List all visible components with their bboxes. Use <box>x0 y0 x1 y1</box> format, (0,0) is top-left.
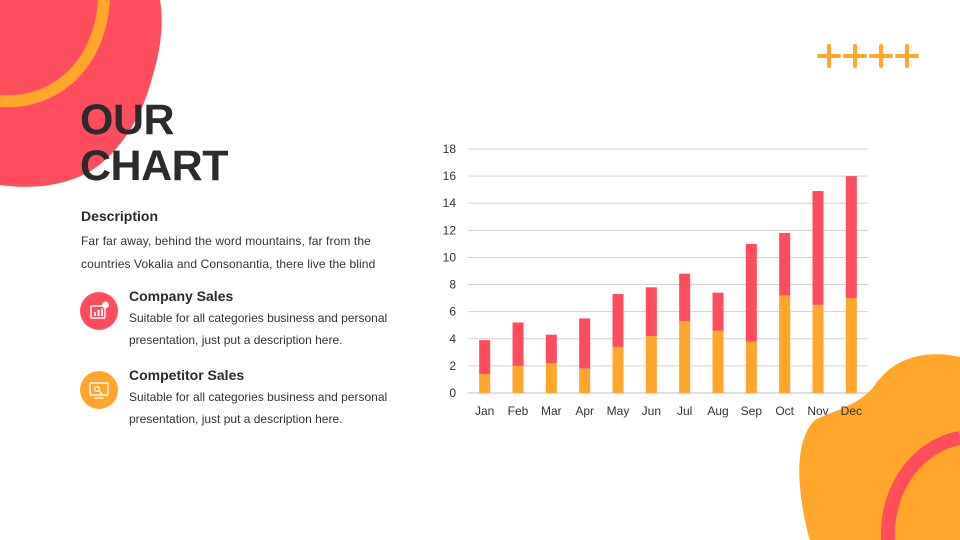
bar-nov-segment-2 <box>812 191 824 305</box>
stacked-bar-chart: 0 2 4 6 8 10 12 14 16 18 Jan Feb Mar Apr May Jun Jul Aug S… <box>443 142 868 418</box>
y-tick-label: 18 <box>443 142 457 156</box>
bar-may-segment-1 <box>612 346 624 393</box>
page-title: OUR CHART <box>80 97 228 189</box>
bar-jun-segment-2 <box>645 287 657 337</box>
bar-jun-segment-1 <box>645 336 657 393</box>
company-sales-body: Suitable for all categories business and… <box>129 311 388 347</box>
x-tick-label: Jul <box>677 404 692 418</box>
competitor-sales-item: Competitor Sales Suitable for all catego… <box>80 367 410 427</box>
bar-mar-segment-2 <box>545 334 557 364</box>
y-tick-label: 6 <box>449 305 456 319</box>
y-tick-label: 14 <box>443 196 457 210</box>
bar-apr-segment-1 <box>579 368 591 393</box>
bar-apr-segment-2 <box>579 318 591 369</box>
x-tick-label: Jan <box>475 404 494 418</box>
bar-jan-segment-2 <box>479 340 491 375</box>
bar-jan-segment-1 <box>479 374 491 393</box>
description-heading: Description <box>81 208 159 224</box>
competitor-sales-heading: Competitor Sales <box>129 367 245 383</box>
x-tick-label: Oct <box>775 404 794 418</box>
bar-dec-segment-1 <box>845 298 857 393</box>
x-tick-label: Nov <box>807 404 828 418</box>
bar-dec-segment-2 <box>845 176 857 299</box>
bar-oct-segment-1 <box>779 295 791 393</box>
competitor-sales-body: Suitable for all categories business and… <box>129 390 388 426</box>
y-tick-label: 8 <box>449 278 456 292</box>
x-tick-label: Mar <box>541 404 562 418</box>
company-sales-item: Company Sales Suitable for all categorie… <box>80 288 410 348</box>
bar-feb-segment-1 <box>512 365 524 393</box>
x-tick-label: Jun <box>642 404 661 418</box>
x-tick-label: Sep <box>741 404 763 418</box>
bar-sep-segment-1 <box>745 341 757 393</box>
x-tick-label: Aug <box>707 404 728 418</box>
bar-jul-segment-1 <box>679 321 691 393</box>
description-body: Far far away, behind the word mountains,… <box>81 234 376 271</box>
bottom-right-blob <box>799 354 960 540</box>
top-left-blob <box>0 0 162 187</box>
x-tick-label: Apr <box>575 404 594 418</box>
bar-aug-segment-2 <box>712 292 724 331</box>
y-tick-label: 12 <box>443 223 457 237</box>
y-tick-label: 16 <box>443 169 457 183</box>
bar-nov-segment-1 <box>812 304 824 393</box>
bar-feb-segment-2 <box>512 322 524 366</box>
y-tick-label: 10 <box>443 250 457 264</box>
x-tick-label: Feb <box>508 404 529 418</box>
bar-aug-segment-1 <box>712 330 724 393</box>
y-tick-label: 4 <box>449 332 456 346</box>
bar-jul-segment-2 <box>679 273 691 322</box>
x-tick-label: Dec <box>841 404 862 418</box>
plus-pattern <box>817 44 919 68</box>
y-tick-label: 0 <box>449 386 456 400</box>
title-line-1: OUR <box>80 96 175 144</box>
company-sales-heading: Company Sales <box>129 288 234 304</box>
y-tick-label: 2 <box>449 359 456 373</box>
presentation-board-icon <box>80 371 118 409</box>
chart-report-icon <box>80 292 118 330</box>
title-line-2: CHART <box>80 142 228 190</box>
bar-sep-segment-2 <box>745 243 757 342</box>
bar-may-segment-2 <box>612 294 624 347</box>
x-tick-label: May <box>607 404 630 418</box>
bar-oct-segment-2 <box>779 233 791 296</box>
bar-mar-segment-1 <box>545 363 557 393</box>
